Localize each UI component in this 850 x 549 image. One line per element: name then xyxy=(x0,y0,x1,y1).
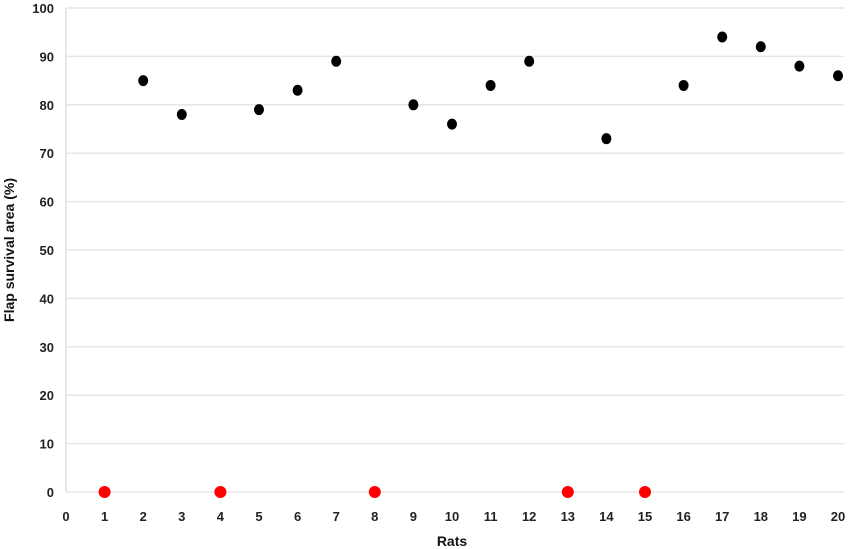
data-point-necrosis xyxy=(561,486,574,498)
x-tick-label: 3 xyxy=(178,509,185,524)
x-tick-label: 13 xyxy=(561,509,575,524)
x-tick-label: 4 xyxy=(217,509,225,524)
x-tick-label: 6 xyxy=(294,509,301,524)
y-tick-label: 80 xyxy=(40,98,54,113)
x-tick-label: 18 xyxy=(754,509,768,524)
x-tick-label: 17 xyxy=(715,509,729,524)
data-point-survived xyxy=(755,41,766,53)
y-tick-label: 50 xyxy=(40,243,54,258)
data-point-survived xyxy=(408,99,419,111)
x-tick-label: 2 xyxy=(140,509,147,524)
data-points xyxy=(98,31,843,498)
x-tick-label: 11 xyxy=(484,509,498,524)
x-tick-label: 5 xyxy=(255,509,262,524)
x-axis-ticks: 0 1 2 3 4 5 6 7 8 9 10 11 12 13 14 15 16 17 18 19 20 xyxy=(62,509,845,524)
x-tick-label: 0 xyxy=(62,509,69,524)
x-tick-label: 8 xyxy=(371,509,378,524)
x-axis-title: Rats xyxy=(437,533,468,549)
x-tick-label: 7 xyxy=(333,509,340,524)
data-point-survived xyxy=(678,79,689,91)
y-tick-label: 0 xyxy=(47,485,54,500)
y-tick-label: 90 xyxy=(40,49,54,64)
y-tick-label: 10 xyxy=(40,437,54,452)
x-tick-label: 20 xyxy=(831,509,845,524)
data-point-necrosis xyxy=(98,486,111,498)
x-tick-label: 10 xyxy=(445,509,459,524)
data-point-survived xyxy=(176,108,187,120)
data-point-survived xyxy=(717,31,728,43)
gridlines xyxy=(65,7,844,493)
data-point-survived xyxy=(485,79,496,91)
y-tick-label: 40 xyxy=(40,291,54,306)
y-axis-ticks: 0 10 20 30 40 50 60 70 80 90 100 xyxy=(32,1,54,500)
x-tick-label: 19 xyxy=(792,509,806,524)
y-tick-label: 100 xyxy=(32,1,54,16)
x-tick-label: 12 xyxy=(522,509,536,524)
x-tick-label: 1 xyxy=(101,509,108,524)
y-tick-label: 60 xyxy=(40,195,54,210)
data-point-survived xyxy=(138,75,149,87)
x-tick-label: 15 xyxy=(638,509,652,524)
y-tick-label: 30 xyxy=(40,340,54,355)
data-point-survived xyxy=(524,55,535,67)
data-point-survived xyxy=(601,133,612,145)
data-point-survived xyxy=(292,84,303,96)
x-tick-label: 9 xyxy=(410,509,417,524)
data-point-necrosis xyxy=(639,486,651,498)
data-point-necrosis xyxy=(214,486,227,498)
y-axis-title: Flap survival area (%) xyxy=(1,178,17,322)
x-tick-label: 14 xyxy=(599,509,614,524)
data-point-survived xyxy=(833,70,843,82)
data-point-necrosis xyxy=(368,486,381,498)
data-point-survived xyxy=(254,104,264,116)
x-tick-label: 16 xyxy=(676,509,690,524)
y-tick-label: 20 xyxy=(40,388,54,403)
data-point-survived xyxy=(447,118,457,130)
y-tick-label: 70 xyxy=(40,146,54,161)
data-point-survived xyxy=(794,60,805,72)
data-point-survived xyxy=(331,55,342,67)
